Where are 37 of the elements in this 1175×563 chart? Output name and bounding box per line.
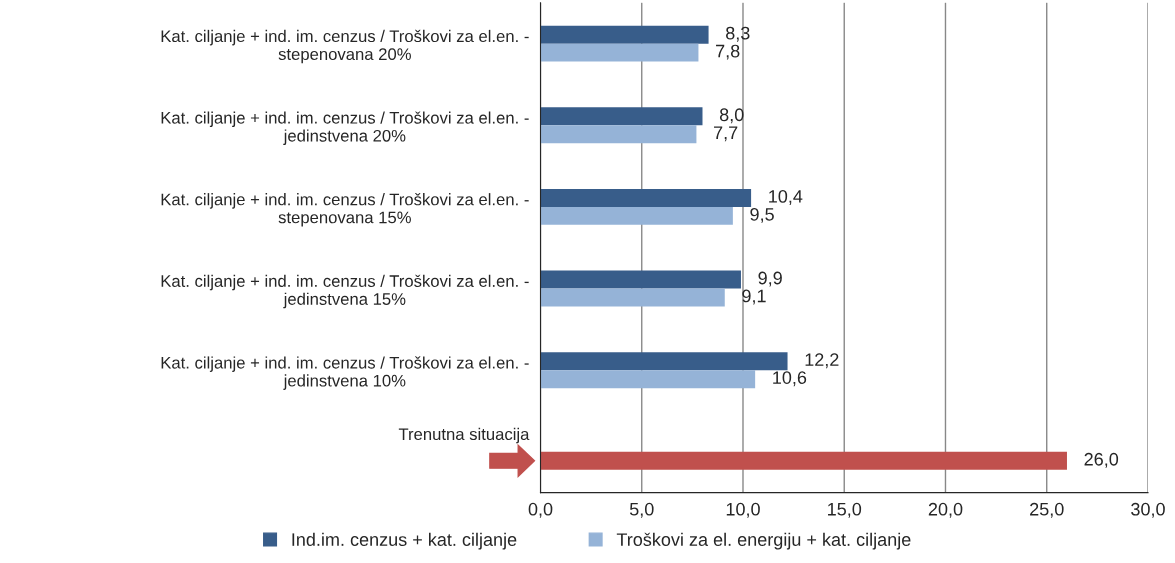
data-label: 8,3 [726, 26, 750, 42]
data-label: 12,2 [805, 353, 839, 369]
bar [540, 352, 788, 371]
data-label: 7,7 [714, 126, 738, 142]
x-tick-label: 20,0 [928, 502, 963, 518]
bar [540, 43, 699, 62]
x-tick-label: 5,0 [629, 502, 654, 518]
bar [540, 25, 709, 44]
x-tick-label: 25,0 [1030, 502, 1064, 518]
data-label: 9,9 [758, 271, 782, 287]
x-tick-label: 0,0 [528, 502, 553, 518]
data-label: 26,0 [1084, 452, 1119, 468]
bar [540, 188, 752, 207]
data-label: 9,1 [742, 289, 766, 305]
bar [540, 288, 725, 307]
x-tick-label: 15,0 [828, 502, 862, 518]
y-tick-label: Kat. ciljanje + ind. im. cenzus / Troškovi za el.en. - jedinstvena 10% [161, 356, 529, 390]
bar [540, 270, 741, 289]
bar [540, 125, 697, 144]
bar [540, 370, 756, 389]
y-tick-label: Kat. ciljanje + ind. im. cenzus / Troškovi za el.en. - stepenovana 15% [161, 193, 529, 227]
bar [540, 206, 733, 225]
x-tick-label: 30,0 [1131, 502, 1165, 518]
bar [540, 107, 703, 126]
x-tick-label: 10,0 [726, 502, 760, 518]
y-tick-label: Trenutna situacija [398, 427, 530, 444]
data-label: 10,6 [773, 371, 807, 387]
y-tick-label: Kat. ciljanje + ind. im. cenzus / Troškovi za el.en. - jedinstvena 20% [161, 111, 529, 145]
legend-label: Ind.im. cenzus + kat. ciljanje [292, 532, 517, 550]
data-label: 9,5 [750, 207, 774, 223]
data-label: 8,0 [719, 108, 744, 124]
legend-label: Troškovi za el. energiju + kat. ciljanje [616, 532, 911, 550]
y-tick-label: Kat. ciljanje + ind. im. cenzus / Troškovi za el.en. - stepenovana 20% [161, 29, 529, 64]
bar [540, 451, 1067, 470]
y-tick-label: Kat. ciljanje + ind. im. cenzus / Troškovi za el.en. - jedinstvena 15% [161, 274, 529, 309]
data-label: 10,4 [769, 189, 803, 205]
data-label: 7,8 [716, 44, 740, 60]
